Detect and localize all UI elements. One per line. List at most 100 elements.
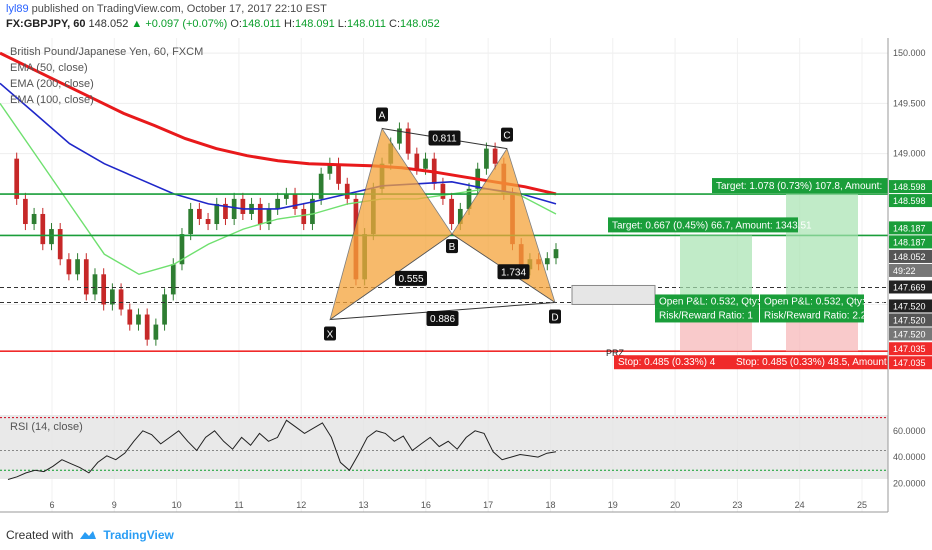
candle-body	[492, 148, 498, 164]
candle-body	[301, 208, 307, 225]
time-tick-10: 20	[670, 500, 680, 510]
candle-body	[136, 314, 141, 325]
time-tick-7: 17	[483, 500, 493, 510]
candle-body	[423, 158, 428, 169]
time-tick-3: 11	[234, 500, 243, 510]
point-D: D	[551, 312, 558, 323]
candle-body	[92, 274, 98, 295]
candle-body	[457, 208, 463, 225]
open2-label: Open P&L: 0.532, Qty: 515	[764, 296, 885, 307]
candle-body	[257, 203, 263, 225]
point-X: X	[327, 330, 334, 341]
open1-label-bg	[655, 294, 759, 309]
candle-body	[83, 259, 89, 295]
rsi-tick-1: 40.0000	[893, 452, 926, 462]
legend-ema100: EMA (100, close)	[10, 94, 94, 106]
legend-title: British Pound/Japanese Yen, 60, FXCM	[10, 46, 204, 58]
price-change: ▲ +0.097 (+0.07%)	[131, 18, 228, 30]
candle-body	[205, 219, 211, 225]
tradingview-brand[interactable]: TradingView	[103, 528, 174, 542]
open1-label: Open P&L: 0.532, Qty:	[659, 296, 760, 307]
publish-text: published on TradingView.com, October 17…	[28, 3, 327, 15]
candle-body	[449, 198, 454, 225]
price-tag-8-bg	[889, 313, 932, 327]
point-A-bg	[376, 107, 388, 122]
harmonic-pattern: X A B C D 0.811 0.555 1.734 0.886	[324, 107, 561, 341]
target-zone-1	[680, 235, 752, 303]
candle-body	[23, 198, 28, 225]
point-X-bg	[324, 326, 336, 341]
ratio-1: 0.555	[398, 274, 423, 285]
point-B: B	[449, 242, 456, 253]
price-tag-7-bg	[889, 299, 932, 313]
price-tag-8: 147.520	[893, 315, 926, 325]
author-link[interactable]: lyl89	[6, 3, 29, 15]
rr1-label-bg	[655, 308, 759, 323]
stop2-label: Stop: 0.485 (0.33%) 48.5, Amount:	[736, 357, 889, 368]
candle-body	[283, 193, 289, 199]
legend-ema50: EMA (50, close)	[10, 62, 88, 74]
candle-body	[153, 324, 159, 340]
price-tag-7: 147.520	[893, 301, 926, 311]
prz-box	[571, 284, 656, 305]
rsi-tick-2: 20.0000	[893, 478, 926, 488]
candle-body	[240, 198, 246, 214]
price-tag-9: 147.520	[893, 329, 926, 339]
candle-body	[544, 258, 550, 265]
candle-body	[440, 183, 446, 199]
open-value: 148.011	[241, 18, 281, 30]
price-tag-6-bg	[889, 280, 932, 294]
candle-body	[223, 203, 228, 219]
price-tag-6: 147.669	[893, 282, 926, 292]
time-tick-1: 9	[112, 500, 117, 510]
target2-label: Target: 1.078 (0.73%) 107.8, Amount:	[716, 181, 882, 192]
point-D-bg	[549, 309, 561, 324]
ratio-1-bg	[395, 270, 427, 286]
candle-body	[118, 289, 124, 310]
price-tag-4: 148.052	[893, 252, 926, 262]
candle-body	[179, 234, 185, 265]
target-zone-2	[786, 194, 858, 303]
candle-body	[466, 188, 472, 209]
rsi-line	[7, 419, 557, 480]
price-tag-9-bg	[889, 327, 932, 341]
target1-label: Target: 0.667 (0.45%) 66.7, Amount: 1343…	[612, 220, 812, 231]
rsi-pane: 60.0000 40.0000 20.0000	[0, 417, 926, 488]
last-price: 148.052	[88, 18, 129, 30]
candle-body	[101, 274, 107, 305]
ema50-line	[0, 103, 557, 276]
ratio-3-bg	[426, 311, 459, 327]
close-label: C:	[389, 18, 400, 30]
open2-label-bg	[760, 294, 864, 309]
rr2-label: Risk/Reward Ratio: 2.22	[764, 310, 872, 321]
candle-body	[57, 229, 63, 260]
price-tag-0-bg	[889, 180, 932, 194]
candle-body	[318, 173, 324, 199]
ratio-0-bg	[428, 130, 461, 146]
candle-body	[553, 249, 559, 259]
price-tag-5-bg	[889, 263, 932, 277]
target2-label-bg	[712, 178, 888, 194]
candle-body	[310, 198, 315, 225]
candle-body	[405, 128, 411, 154]
candle-body	[162, 294, 167, 325]
rr2-label-bg	[760, 308, 864, 323]
point-A: A	[379, 111, 386, 122]
time-tick-8: 18	[545, 500, 555, 510]
point-C-bg	[501, 127, 513, 142]
footer: Created with TradingView	[6, 528, 174, 542]
candle-body	[49, 229, 54, 245]
candle-body	[336, 163, 341, 184]
candle-body	[397, 128, 402, 144]
low-value: 148.011	[346, 18, 386, 30]
candle-body	[144, 314, 150, 340]
close-value: 148.052	[400, 18, 440, 30]
candle-body	[197, 208, 202, 219]
price-tick-2: 149.000	[893, 149, 926, 159]
time-tick-4: 12	[296, 500, 306, 510]
price-tag-10-bg	[889, 342, 932, 356]
ohlc-line: FX:GBPJPY, 60 148.052 ▲ +0.097 (+0.07%) …	[6, 18, 440, 30]
symbol-label: FX:GBPJPY, 60	[6, 18, 86, 30]
candle-body	[14, 158, 20, 199]
